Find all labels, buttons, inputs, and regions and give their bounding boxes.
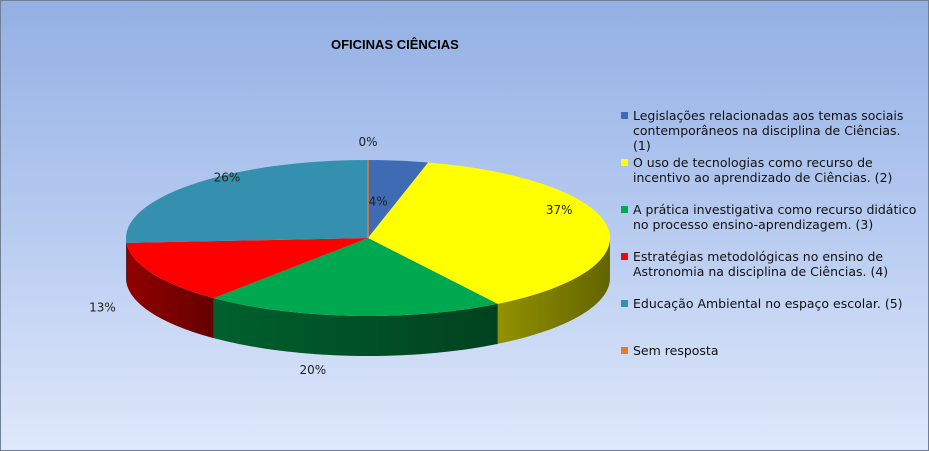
data-label-5: 26% bbox=[214, 170, 241, 184]
legend-item-4: Estratégias metodológicas no ensino de A… bbox=[621, 249, 921, 296]
pie-sides bbox=[126, 238, 610, 356]
pie-slice-3 bbox=[213, 238, 498, 317]
legend-item-6: Sem resposta bbox=[621, 343, 921, 363]
legend-item-5: Educação Ambiental no espaço escolar. (5… bbox=[621, 296, 921, 343]
legend-swatch-1 bbox=[621, 112, 628, 119]
data-label-4: 13% bbox=[89, 300, 116, 314]
legend-label-1: Legislações relacionadas aos temas socia… bbox=[633, 108, 904, 153]
legend-label-3: A prática investigativa como recurso did… bbox=[633, 202, 917, 232]
data-label-6: 0% bbox=[358, 135, 377, 149]
legend-item-3: A prática investigativa como recurso did… bbox=[621, 202, 921, 249]
pie-slice-2 bbox=[368, 162, 611, 304]
pie-labels: 4% 37% 20% 13% 26% 0% bbox=[89, 135, 572, 377]
data-label-1: 4% bbox=[369, 195, 388, 209]
legend-swatch-3 bbox=[621, 206, 628, 213]
legend-label-4: Estratégias metodológicas no ensino de A… bbox=[633, 249, 889, 279]
data-label-2: 37% bbox=[546, 203, 573, 217]
legend-item-1: Legislações relacionadas aos temas socia… bbox=[621, 108, 921, 155]
pie-top bbox=[126, 160, 611, 317]
legend-label-6: Sem resposta bbox=[633, 343, 719, 358]
legend-swatch-5 bbox=[621, 300, 628, 307]
pie-slice-5 bbox=[126, 160, 368, 243]
pie-slice-1 bbox=[368, 160, 429, 238]
legend-swatch-6 bbox=[621, 347, 628, 354]
pie-side-shade-4 bbox=[126, 242, 214, 339]
legend-label-2: O uso de tecnologias como recurso de inc… bbox=[633, 155, 893, 185]
pie-slice-4 bbox=[126, 238, 368, 299]
legend-item-2: O uso de tecnologias como recurso de inc… bbox=[621, 155, 921, 202]
chart-title: OFICINAS CIÊNCIAS bbox=[331, 37, 459, 52]
data-label-3: 20% bbox=[299, 363, 326, 377]
legend: Legislações relacionadas aos temas socia… bbox=[621, 108, 921, 363]
legend-swatch-2 bbox=[621, 159, 628, 166]
legend-swatch-4 bbox=[621, 253, 628, 260]
legend-label-5: Educação Ambiental no espaço escolar. (5… bbox=[633, 296, 903, 311]
pie-side-shade-3 bbox=[213, 298, 498, 356]
pie-side-shade-2 bbox=[497, 238, 610, 344]
